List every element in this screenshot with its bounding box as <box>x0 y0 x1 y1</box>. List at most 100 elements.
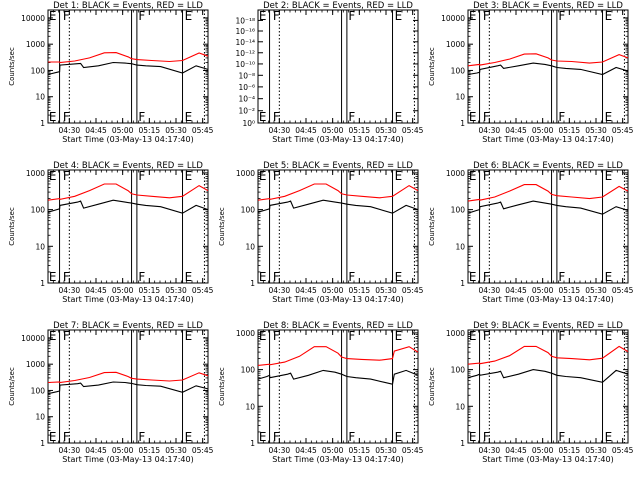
y-tick-label: 100 <box>241 366 256 375</box>
segment-marker: E <box>259 270 267 284</box>
segment-marker: F <box>138 169 145 183</box>
panel-title: Det 1: BLACK = Events, RED = LLD <box>53 1 203 11</box>
segment-marker: F <box>483 9 490 23</box>
x-tick-label: 05:00 <box>322 126 344 135</box>
segment-marker: F <box>558 9 565 23</box>
segment-marker: E <box>395 169 403 183</box>
y-tick-label: 10 <box>245 242 255 251</box>
y-axis-label: Counts/sec <box>8 207 16 246</box>
x-tick-label: 05:15 <box>559 286 581 295</box>
plot-frame <box>47 169 209 284</box>
segment-marker: F <box>558 169 565 183</box>
x-tick-label: 05:15 <box>139 446 161 455</box>
x-axis-label: Start Time (03-May-13 04:17:40) <box>482 135 613 144</box>
y-tick-label: 1 <box>460 279 465 288</box>
x-axis-label: Start Time (03-May-13 04:17:40) <box>272 455 403 464</box>
panel-title: Det 7: BLACK = Events, RED = LLD <box>53 321 203 331</box>
x-tick-label: 05:30 <box>375 286 397 295</box>
x-tick-label: 05:00 <box>112 286 134 295</box>
y-tick-label: 1000 <box>446 169 465 178</box>
segment-marker: F <box>348 169 355 183</box>
x-tick-label: 04:30 <box>479 446 501 455</box>
y-tick-label: 1000 <box>26 169 45 178</box>
y-tick-label: 10⁻¹⁶ <box>235 27 255 36</box>
y-axis-label: Counts/sec <box>218 207 226 246</box>
y-tick-label: 10000 <box>441 14 465 23</box>
x-tick-label: 05:30 <box>585 286 607 295</box>
segment-marker: E <box>395 270 403 284</box>
y-tick-label: 10⁻¹⁴ <box>235 38 255 47</box>
y-tick-label: 1 <box>40 119 45 128</box>
x-tick-label: 04:45 <box>505 286 527 295</box>
x-tick-label: 05:30 <box>375 126 397 135</box>
y-tick-label: 1000 <box>236 329 255 338</box>
events-series-line <box>47 61 209 76</box>
segment-marker: F <box>63 110 70 124</box>
segment-marker: F <box>138 9 145 23</box>
y-tick-label: 1 <box>460 119 465 128</box>
y-axis-label: Counts/sec <box>8 367 16 406</box>
segment-marker: E <box>605 329 613 343</box>
segment-marker: E <box>49 270 57 284</box>
panel-title: Det 8: BLACK = Events, RED = LLD <box>263 321 413 331</box>
segment-marker: E <box>49 329 57 343</box>
x-tick-label: 05:15 <box>349 446 371 455</box>
segment-marker: F <box>558 110 565 124</box>
lld-series-line <box>467 53 629 67</box>
x-tick-label: 05:30 <box>165 286 187 295</box>
segment-marker: E <box>49 169 57 183</box>
segment-marker: F <box>63 329 70 343</box>
x-tick-label: 05:15 <box>559 446 581 455</box>
segment-marker: E <box>49 430 57 444</box>
detector-panel-9: Det 9: BLACK = Events, RED = LLD 1 10 100 10… <box>428 321 634 464</box>
y-axis-label: Counts/sec <box>428 207 436 246</box>
y-axis-label: Counts/sec <box>428 367 436 406</box>
panel-title: Det 4: BLACK = Events, RED = LLD <box>53 161 203 171</box>
x-tick-label: 05:00 <box>112 126 134 135</box>
segment-marker: E <box>395 110 403 124</box>
segment-marker: E <box>185 270 193 284</box>
y-tick-label: 1 <box>460 439 465 448</box>
y-tick-label: 10000 <box>21 334 45 343</box>
y-tick-label: 1000 <box>446 329 465 338</box>
panel-title: Det 6: BLACK = Events, RED = LLD <box>473 161 623 171</box>
lld-series-line <box>48 52 209 64</box>
events-series-line <box>257 369 419 385</box>
x-tick-label: 04:45 <box>295 446 317 455</box>
segment-marker: E <box>469 9 477 23</box>
plot-frame <box>257 329 419 444</box>
segment-marker: E <box>185 9 193 23</box>
x-tick-label: 05:15 <box>139 286 161 295</box>
segment-marker: F <box>348 9 355 23</box>
y-tick-label: 10 <box>455 402 465 411</box>
x-tick-label: 05:15 <box>349 286 371 295</box>
y-tick-label: 10000 <box>21 14 45 23</box>
y-axis-label: Counts/sec <box>218 367 226 406</box>
segment-marker: E <box>469 270 477 284</box>
segment-marker: E <box>259 9 267 23</box>
lld-series-line <box>257 346 419 366</box>
detector-panel-7: Det 7: BLACK = Events, RED = LLD 1 10 100 10… <box>8 321 214 464</box>
segment-marker: E <box>185 430 193 444</box>
y-tick-label: 10⁻⁶ <box>238 83 255 92</box>
y-tick-label: 10⁻¹² <box>235 49 255 58</box>
segment-marker: F <box>273 9 280 23</box>
panel-title: Det 2: BLACK = Events, RED = LLD <box>263 1 413 11</box>
plot-frame <box>47 329 209 444</box>
segment-marker: E <box>395 430 403 444</box>
detector-panel-2: Det 2: BLACK = Events, RED = LLD 10⁰ 10⁻² 1… <box>235 1 423 144</box>
x-tick-label: 05:30 <box>585 126 607 135</box>
y-tick-label: 10 <box>245 402 255 411</box>
x-axis-label: Start Time (03-May-13 04:17:40) <box>272 135 403 144</box>
lld-series-line <box>47 371 209 384</box>
segment-marker: E <box>185 169 193 183</box>
x-tick-label: 04:30 <box>59 446 81 455</box>
x-tick-label: 05:30 <box>375 446 397 455</box>
y-tick-label: 10 <box>455 242 465 251</box>
plot-frame <box>467 169 629 284</box>
x-tick-label: 04:30 <box>59 286 81 295</box>
segment-marker: F <box>138 329 145 343</box>
detector-panel-5: Det 5: BLACK = Events, RED = LLD 1 10 100 10… <box>218 161 424 304</box>
segment-marker: E <box>259 430 267 444</box>
y-tick-label: 10 <box>35 242 45 251</box>
